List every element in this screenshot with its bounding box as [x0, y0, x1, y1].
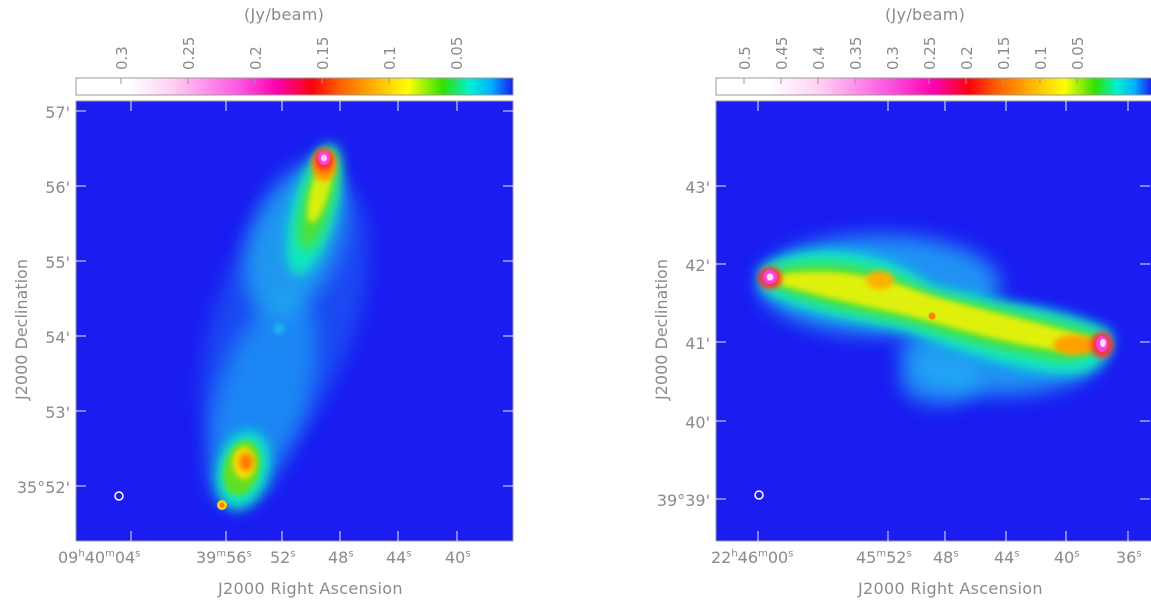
right-y-tick-label: 41'	[685, 334, 710, 353]
left-cb-tick-label: 0.3	[113, 46, 131, 70]
right-x-tick-label: 40s	[1054, 548, 1080, 567]
left-x-axis-title: J2000 Right Ascension	[218, 579, 403, 598]
left-colorbar	[75, 77, 514, 96]
left-x-tick-label: 39m56s	[196, 548, 252, 567]
left-cb-tick-label: 0.25	[180, 36, 198, 70]
right-colorbar	[715, 77, 1151, 96]
right-x-tick-label: 36s	[1116, 548, 1142, 567]
left-colorbar-ticks	[120, 78, 457, 84]
right-cb-tick-label: 0.15	[995, 36, 1013, 70]
left-map-frame	[75, 100, 514, 542]
right-x-axis-title: J2000 Right Ascension	[858, 579, 1043, 598]
right-cb-tick-label: 0.2	[958, 46, 976, 70]
right-map-frame	[715, 100, 1151, 542]
right-cb-tick-label: 0.1	[1032, 46, 1050, 70]
left-cb-tick-label: 0.1	[381, 46, 399, 70]
left-beam-marker	[114, 491, 124, 501]
left-colorbar-unit: (Jy/beam)	[244, 5, 325, 24]
left-x-tick-label: 52s	[270, 548, 296, 567]
right-axis-ticks	[716, 101, 1150, 541]
right-cb-tick-label: 0.05	[1069, 36, 1087, 70]
right-x-tick-label: 44s	[994, 548, 1020, 567]
left-x-tick-label: 40s	[445, 548, 471, 567]
left-x-tick-label: 09h40m04s	[58, 548, 141, 567]
right-y-tick-label: 40'	[685, 413, 710, 432]
right-x-tick-label: 48s	[933, 548, 959, 567]
left-cb-tick-label: 0.2	[247, 46, 265, 70]
left-cb-tick-label: 0.15	[314, 36, 332, 70]
right-beam-marker	[754, 490, 764, 500]
left-x-tick-label: 44s	[386, 548, 412, 567]
right-y-tick-label: 42'	[685, 256, 710, 275]
right-cb-tick-label: 0.5	[736, 46, 754, 70]
right-y-tick-label: 39°39'	[656, 491, 710, 510]
right-colorbar-unit: (Jy/beam)	[885, 5, 966, 24]
left-x-tick-label: 48s	[328, 548, 354, 567]
right-colorbar-ticks	[743, 78, 1078, 84]
right-x-tick-label: 22h46m00s	[711, 548, 794, 567]
right-cb-tick-label: 0.3	[884, 46, 902, 70]
left-y-axis-title: J2000 Declination	[12, 259, 31, 400]
right-radio-map	[716, 101, 1151, 541]
left-cb-tick-label: 0.05	[448, 36, 466, 70]
right-y-tick-label: 43'	[685, 178, 710, 197]
left-axis-ticks	[76, 101, 513, 541]
left-y-tick-label: 55'	[45, 253, 70, 272]
right-cb-tick-label: 0.4	[810, 46, 828, 70]
right-cb-tick-label: 0.25	[921, 36, 939, 70]
left-y-tick-label: 57'	[45, 103, 70, 122]
right-x-tick-label: 45m52s	[856, 548, 912, 567]
left-y-tick-label: 56'	[45, 178, 70, 197]
left-y-tick-label: 54'	[45, 328, 70, 347]
left-y-tick-label: 35°52'	[16, 478, 70, 497]
left-radio-map	[76, 101, 513, 541]
right-y-axis-title: J2000 Declination	[652, 259, 671, 400]
right-cb-tick-label: 0.45	[773, 36, 791, 70]
right-cb-tick-label: 0.35	[847, 36, 865, 70]
left-y-tick-label: 53'	[45, 403, 70, 422]
